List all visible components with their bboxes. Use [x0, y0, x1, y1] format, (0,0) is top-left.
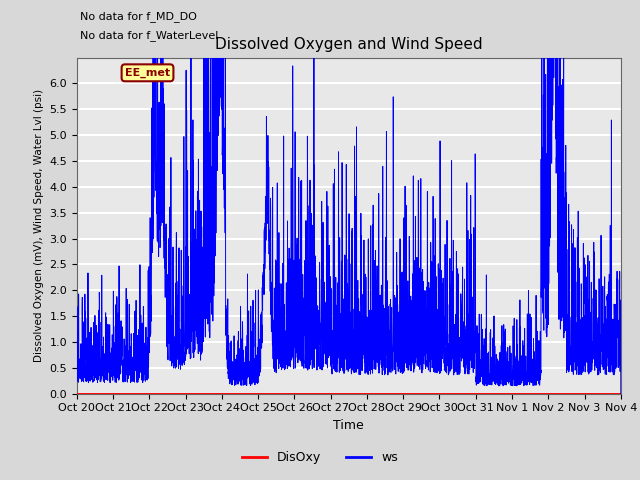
Title: Dissolved Oxygen and Wind Speed: Dissolved Oxygen and Wind Speed — [215, 37, 483, 52]
X-axis label: Time: Time — [333, 419, 364, 432]
Text: No data for f_MD_DO: No data for f_MD_DO — [79, 11, 196, 22]
Text: EE_met: EE_met — [125, 68, 170, 78]
Legend: DisOxy, ws: DisOxy, ws — [237, 446, 403, 469]
Y-axis label: Dissolved Oxygen (mV), Wind Speed, Water Lvl (psi): Dissolved Oxygen (mV), Wind Speed, Water… — [34, 89, 44, 362]
Text: No data for f_WaterLevel: No data for f_WaterLevel — [79, 30, 218, 41]
